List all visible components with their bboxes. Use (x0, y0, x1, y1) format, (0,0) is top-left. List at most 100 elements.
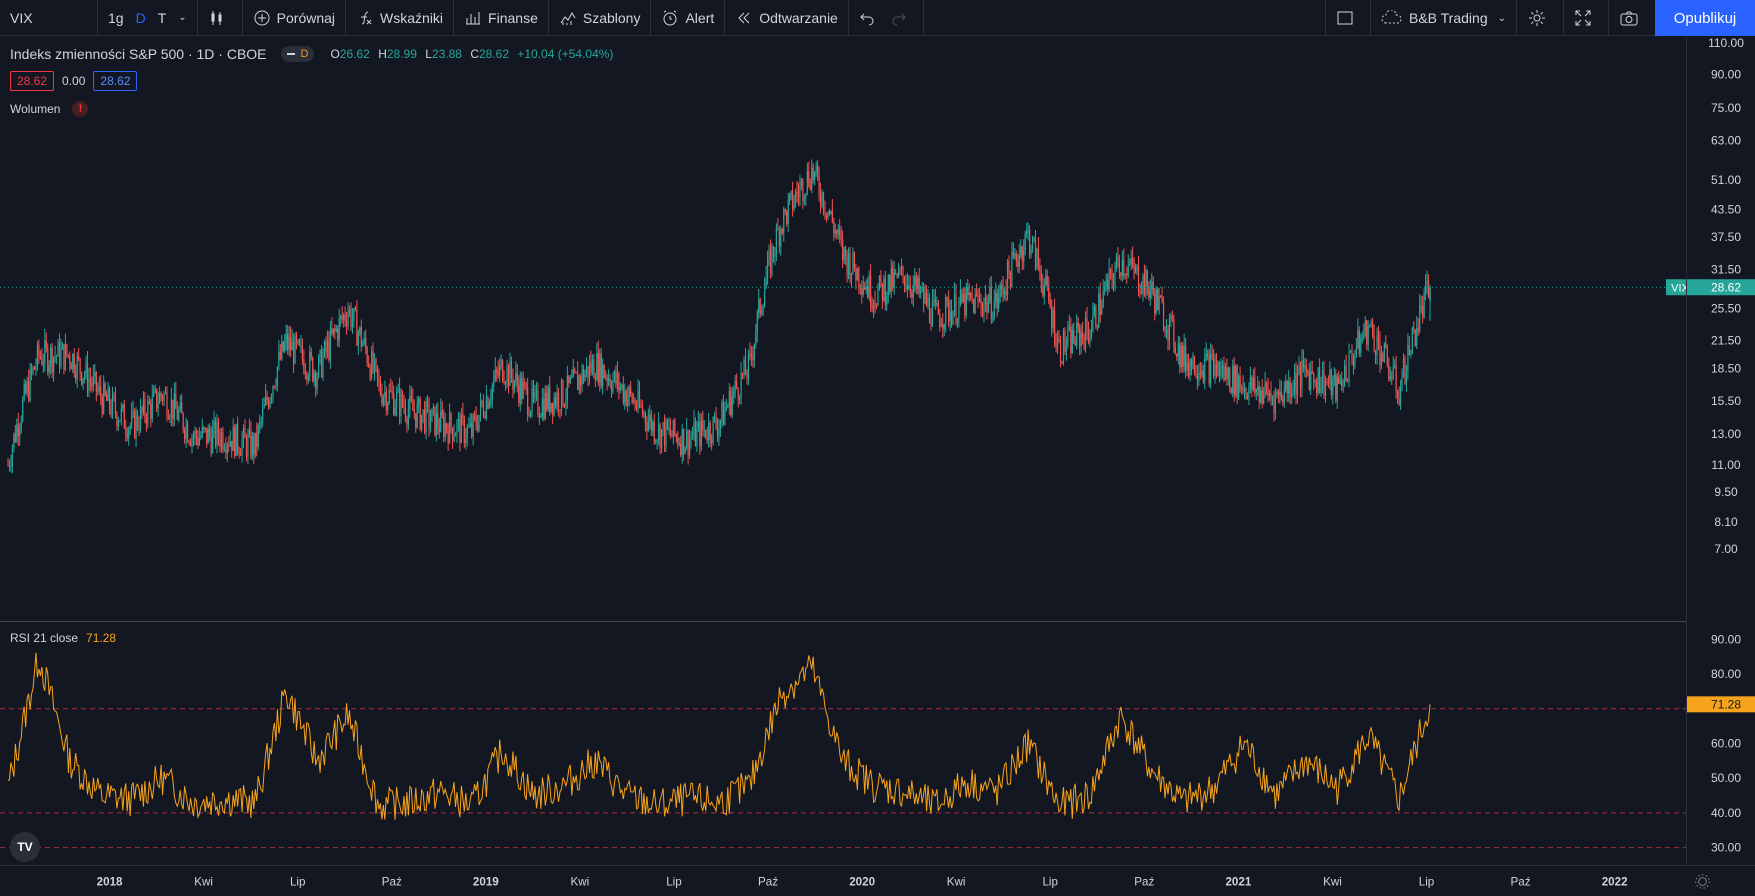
candle-body (818, 176, 820, 196)
time-tick-label: 2021 (1225, 875, 1251, 888)
symbol-search[interactable]: VIX (0, 0, 98, 36)
candle-body (92, 376, 94, 387)
candle-body (179, 402, 181, 411)
candle-body (711, 439, 713, 443)
candle-body (232, 426, 234, 451)
candle-body (222, 432, 224, 450)
finance-button[interactable]: Finanse (454, 0, 549, 36)
candle-body (1115, 256, 1118, 271)
rsi-chart-pane[interactable] (0, 622, 1755, 865)
candle-body (1111, 270, 1113, 281)
candle-body (366, 348, 368, 364)
bid-box[interactable]: 28.62 (10, 71, 55, 91)
settings-button[interactable] (1516, 0, 1563, 36)
instrument-title[interactable]: Indeks zmienności S&P 500 · 1D · CBOE (10, 46, 267, 62)
layout-toggle-button[interactable] (1325, 0, 1370, 36)
candle-body (1139, 291, 1141, 294)
candle-body (1399, 387, 1402, 406)
replay-button[interactable]: Odtwarzanie (725, 0, 849, 36)
candle-body (646, 423, 648, 431)
volume-label[interactable]: Wolumen (10, 102, 61, 116)
candle-body (491, 385, 493, 400)
candle-body (973, 298, 975, 314)
interval-t[interactable]: T (157, 9, 167, 26)
candle-body (1012, 252, 1015, 257)
candle-body (1196, 375, 1199, 381)
last-symbol-text: VIX (1671, 282, 1689, 294)
candle-body (36, 345, 39, 367)
candle-body (1345, 366, 1347, 381)
candle-body (176, 408, 178, 420)
rsi-label[interactable]: RSI 21 close (10, 631, 79, 645)
layout-name-button[interactable]: B&B Trading ⌄ (1370, 0, 1516, 36)
alert-button[interactable]: Alert (651, 0, 726, 36)
candle-body (1293, 372, 1296, 391)
candle-body (893, 272, 895, 288)
screenshot-button[interactable] (1608, 0, 1655, 36)
candle-body (1001, 284, 1003, 289)
candle-body (376, 365, 379, 379)
candle-body (485, 397, 488, 419)
candle-body (443, 416, 445, 438)
chevron-down-icon[interactable]: ⌄ (178, 12, 187, 23)
price-axis[interactable]: 110.00 90.00 75.00 63.00 51.00 43.50 37.50 31.5… (1686, 37, 1755, 865)
candle-body (1295, 372, 1297, 395)
candle-body (793, 203, 795, 210)
interval-d[interactable]: D (135, 9, 146, 26)
price-chart-pane[interactable]: VIX (0, 37, 1755, 621)
candle-body (743, 359, 745, 376)
candle-body (1155, 289, 1157, 313)
candle-body (156, 388, 158, 409)
candle-body (170, 399, 172, 418)
candle-body (1021, 246, 1023, 262)
candle-body (1257, 386, 1259, 390)
candle-body (108, 388, 111, 409)
tradingview-logo[interactable]: TV (10, 832, 40, 862)
undo-icon[interactable] (859, 10, 875, 26)
candle-body (351, 319, 354, 327)
candle-body (1143, 275, 1146, 296)
indicators-button[interactable]: Wskaźniki (346, 0, 455, 36)
candle-body (803, 198, 805, 201)
candle-body (441, 410, 443, 417)
chart-type-button[interactable] (198, 0, 243, 36)
candle-body (1158, 295, 1160, 311)
candle-body (552, 402, 554, 415)
time-axis[interactable]: 2018 Kwi Lip Paź 2019 Kwi Lip Paź 2020 Kwi Lip Paź 2… (0, 865, 1755, 896)
candle-body (790, 191, 792, 195)
templates-button[interactable]: Szablony (549, 0, 652, 36)
candle-body (1193, 356, 1196, 375)
interval-1g[interactable]: 1g (108, 9, 124, 26)
candle-body (192, 437, 195, 439)
candle-body (1089, 336, 1091, 343)
candle-body (379, 382, 382, 395)
candle-body (980, 298, 982, 308)
candle-body (1291, 393, 1293, 398)
candle-body (125, 428, 127, 434)
interval-selector[interactable]: 1g D T ⌄ (98, 0, 198, 36)
candle-body (1311, 371, 1313, 374)
candle-body (1388, 364, 1390, 380)
candle-body (504, 383, 507, 385)
candle-body (223, 449, 225, 451)
pane-divider[interactable] (0, 621, 1755, 622)
fullscreen-button[interactable] (1563, 0, 1608, 36)
chevron-down-icon[interactable]: ⌄ (1497, 12, 1506, 24)
compare-button[interactable]: Porównaj (243, 0, 347, 36)
redo-icon[interactable] (891, 10, 907, 26)
warning-icon[interactable]: ! (72, 101, 89, 117)
market-status-pill[interactable]: D (280, 46, 315, 62)
publish-button[interactable]: Opublikuj (1655, 0, 1755, 36)
candle-body (1402, 357, 1405, 377)
rsi-line (7, 652, 1431, 820)
ask-box[interactable]: 28.62 (93, 71, 138, 91)
candle-body (1215, 364, 1218, 376)
candle-body (940, 324, 942, 327)
candle-body (1204, 357, 1206, 382)
candle-body (354, 308, 357, 311)
candle-body (1357, 330, 1359, 348)
candle-body (10, 466, 12, 468)
candle-body (172, 399, 174, 419)
candle-body (114, 398, 117, 414)
candle-body (1182, 345, 1184, 367)
